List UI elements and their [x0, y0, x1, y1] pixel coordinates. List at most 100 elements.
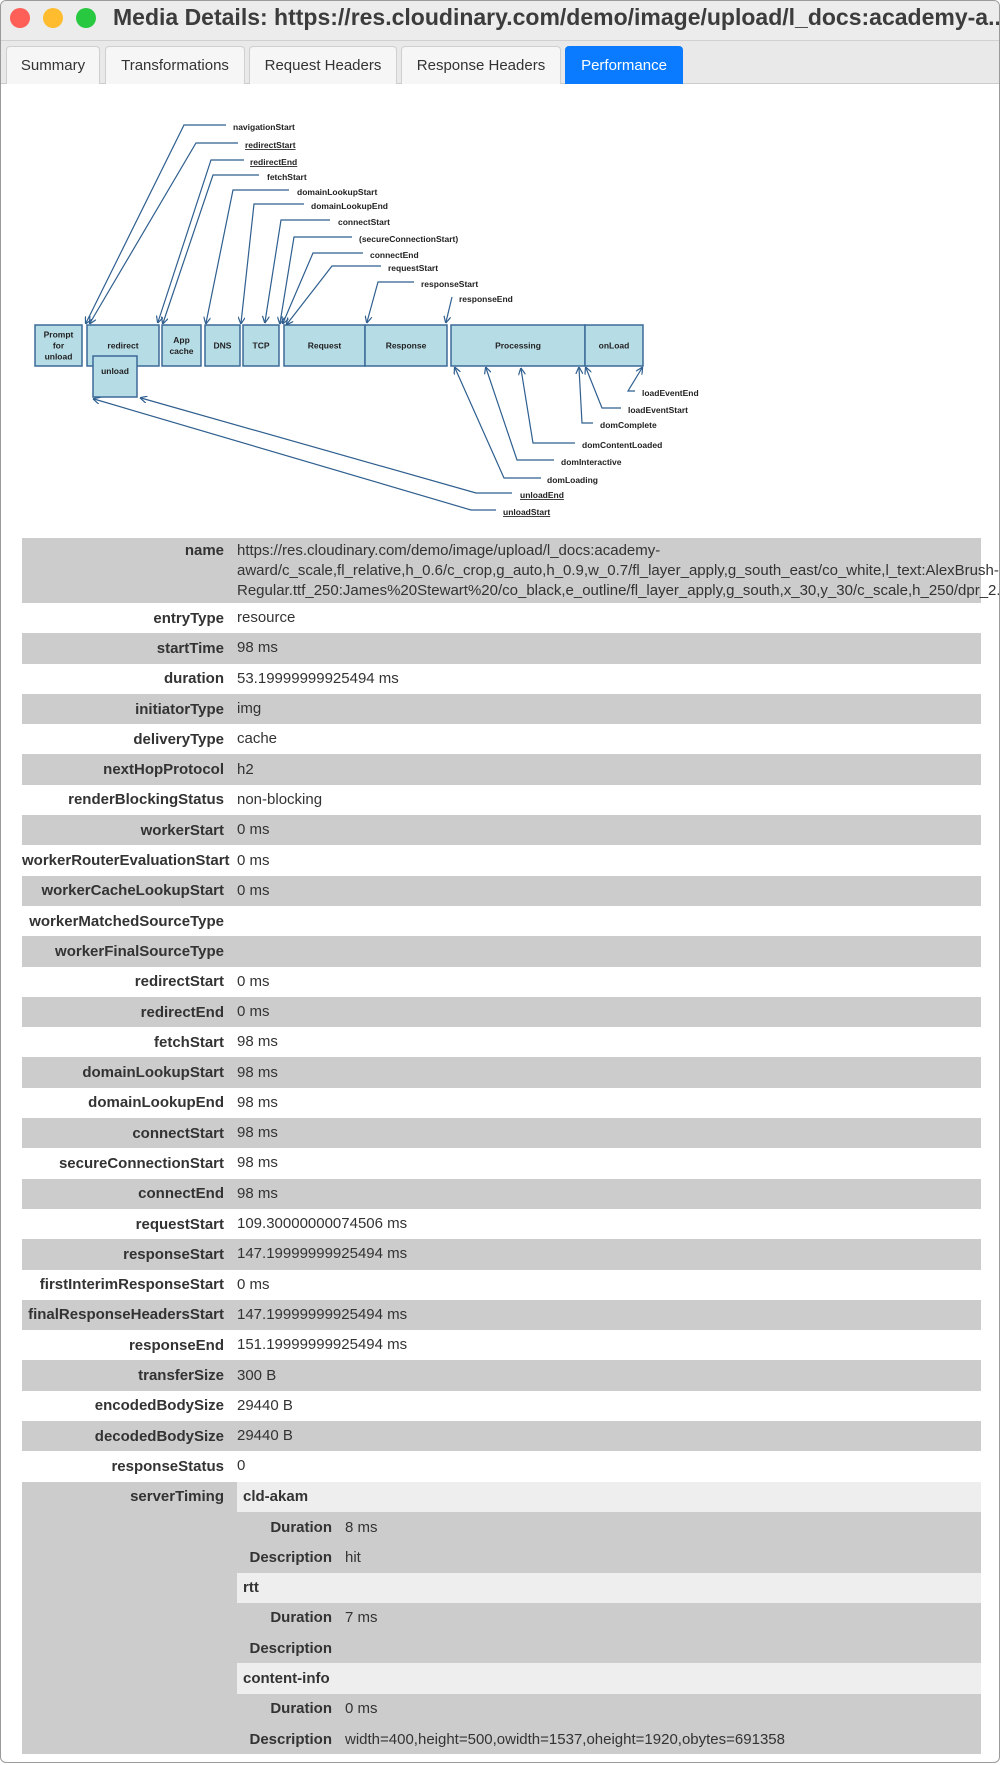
- diagram-label: loadEventEnd: [642, 388, 699, 398]
- diagram-arrow: [486, 368, 554, 461]
- table-row-name: name https://res.cloudinary.com/demo/ima…: [22, 538, 999, 603]
- diagram-box: [584, 324, 644, 367]
- diagram-label: domContentLoaded: [582, 440, 662, 450]
- server-timing-description-row: Description: [237, 1633, 981, 1663]
- diagram-label: responseEnd: [459, 294, 513, 304]
- diagram-arrow: [158, 159, 244, 322]
- table-row: startTime 98 ms: [22, 633, 981, 664]
- diagram-arrow: [94, 399, 496, 511]
- row-key: duration: [164, 670, 224, 688]
- row-value: img: [237, 700, 262, 718]
- table-row: requestStart 109.30000000074506 ms: [22, 1209, 981, 1239]
- table-row: responseStart 147.19999999925494 ms: [22, 1239, 981, 1270]
- table-row: initiatorType img: [22, 693, 981, 725]
- diagram-arrow: [455, 368, 541, 479]
- diagram-label: domComplete: [600, 420, 657, 430]
- tab-request-headers[interactable]: Request Headers: [249, 46, 397, 84]
- diagram-label: domLoading: [547, 475, 598, 485]
- tab-transformations[interactable]: Transformations: [105, 46, 245, 84]
- row-key: firstInterimResponseStart: [39, 1276, 224, 1294]
- row-key: connectEnd: [138, 1185, 224, 1203]
- table-row: fetchStart 98 ms: [22, 1027, 981, 1057]
- row-value: 147.19999999925494 ms: [237, 1305, 408, 1323]
- diagram-box: [161, 324, 202, 367]
- performance-table: name https://res.cloudinary.com/demo/ima…: [22, 538, 999, 1755]
- row-key: connectStart: [132, 1124, 224, 1142]
- table-row: nextHopProtocol h2: [22, 754, 981, 785]
- diagram-box-label: App cache: [169, 335, 193, 356]
- diagram-label: domainLookupStart: [297, 187, 377, 197]
- close-button[interactable]: [10, 8, 30, 28]
- row-key: requestStart: [135, 1215, 224, 1233]
- tab-performance[interactable]: Performance: [565, 46, 683, 84]
- row-key: domainLookupEnd: [88, 1094, 224, 1112]
- diagram-arrow: [86, 124, 226, 323]
- server-timing-duration-row: Duration 0 ms: [237, 1694, 981, 1724]
- table-row: workerFinalSourceType: [22, 936, 981, 967]
- table-row: domainLookupEnd 98 ms: [22, 1088, 981, 1118]
- row-value: 0 ms: [237, 1275, 270, 1293]
- table-row: entryType resource: [22, 603, 981, 633]
- table-row: decodedBodySize 29440 B: [22, 1421, 981, 1452]
- server-timing-entry-name: content-info: [237, 1663, 981, 1694]
- row-value: 98 ms: [237, 1184, 278, 1202]
- minimize-button[interactable]: [43, 8, 63, 28]
- row-value: 98 ms: [237, 1154, 278, 1172]
- row-key: decodedBodySize: [94, 1427, 224, 1445]
- description-label: Description: [249, 1548, 332, 1566]
- row-key: renderBlockingStatus: [68, 791, 224, 809]
- duration-label: Duration: [270, 1700, 332, 1718]
- table-row: connectStart 98 ms: [22, 1118, 981, 1149]
- diagram-box: [34, 324, 83, 367]
- description-label: Description: [249, 1639, 332, 1657]
- zoom-button[interactable]: [76, 8, 96, 28]
- row-value: cache: [237, 730, 278, 748]
- row-value: 98 ms: [237, 1063, 278, 1081]
- diagram-arrow: [241, 203, 304, 323]
- server-timing-duration-row: Duration 8 ms: [237, 1512, 981, 1542]
- tab-summary[interactable]: Summary: [6, 46, 100, 84]
- title-bar: Media Details: https://res.cloudinary.co…: [1, 1, 999, 41]
- duration-value: 8 ms: [345, 1518, 378, 1536]
- row-value: resource: [237, 609, 296, 627]
- diagram-label: loadEventStart: [628, 405, 688, 415]
- diagram-label: (secureConnectionStart): [359, 234, 458, 244]
- description-label: Description: [249, 1730, 332, 1748]
- diagram-label: requestStart: [388, 263, 438, 273]
- row-value: 0 ms: [237, 1003, 270, 1020]
- row-value: 29440 B: [237, 1396, 293, 1414]
- server-timing-entry-name: cld-akam: [237, 1481, 981, 1512]
- tab-response-headers[interactable]: Response Headers: [401, 46, 561, 84]
- row-key: responseStatus: [111, 1457, 224, 1475]
- window-title: Media Details: https://res.cloudinary.co…: [113, 4, 1000, 30]
- row-value: 147.19999999925494 ms: [237, 1245, 408, 1263]
- table-row-server-timing: serverTiming cld-akam Duration 8 ms Descr…: [22, 1481, 981, 1755]
- diagram-label: unloadEnd: [520, 490, 564, 500]
- diagram-label: domInteractive: [561, 457, 622, 467]
- table-row: redirectEnd 0 ms: [22, 996, 981, 1028]
- row-key: workerFinalSourceType: [55, 942, 224, 960]
- diagram-box-label: onLoad: [599, 341, 630, 351]
- row-key: secureConnectionStart: [58, 1154, 224, 1172]
- table-row: workerMatchedSourceType: [22, 906, 981, 936]
- row-key: workerMatchedSourceType: [29, 912, 224, 930]
- table-row: finalResponseHeadersStart 147.19999999925…: [22, 1299, 981, 1331]
- row-value: 0 ms: [237, 821, 270, 839]
- table-row: workerRouterEvaluationStart 0 ms: [22, 845, 981, 875]
- table-row: transferSize 300 B: [22, 1360, 981, 1391]
- row-value: 98 ms: [237, 639, 278, 657]
- row-value: h2: [237, 760, 254, 778]
- server-timing-duration-row: Duration 7 ms: [237, 1603, 981, 1633]
- diagram-arrow: [280, 236, 352, 323]
- diagram-box-label: redirect: [107, 341, 138, 351]
- diagram-label: unloadStart: [503, 507, 550, 517]
- diagram-arrow: [287, 265, 381, 324]
- diagram-arrow: [206, 189, 289, 323]
- row-key: name: [184, 542, 224, 559]
- description-value: hit: [345, 1548, 361, 1566]
- server-timing-description-row: Description hit: [237, 1542, 981, 1572]
- diagram-box-label: Prompt for unload: [44, 330, 74, 362]
- row-value: 98 ms: [237, 1093, 278, 1111]
- row-key: startTime: [156, 639, 224, 657]
